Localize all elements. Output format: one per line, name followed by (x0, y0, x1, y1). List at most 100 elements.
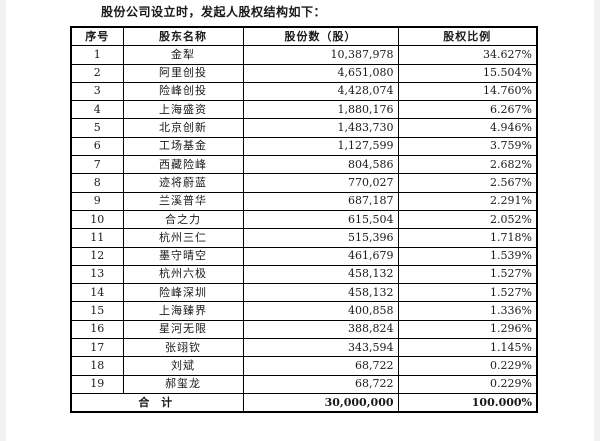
table-row: 4 上海盛资 1,880,176 6.267% (70, 100, 538, 120)
equity-ratio: 1.539% (397, 246, 538, 266)
table-row: 9 兰溪普华 687,187 2.291% (70, 191, 538, 211)
shareholder-name: 郝玺龙 (122, 374, 244, 394)
table-row: 7 西藏险峰 804,586 2.682% (70, 155, 538, 175)
equity-ratio: 1.527% (397, 264, 538, 285)
table-row: 17 张翊钦 343,594 1.145% (70, 338, 538, 358)
share-count: 68,722 (242, 356, 399, 376)
share-count: 515,396 (242, 228, 399, 248)
equity-ratio: 0.229% (397, 356, 538, 376)
table-row: 18 刘斌 68,722 0.229% (70, 356, 538, 376)
equity-ratio: 1.527% (397, 283, 538, 303)
equity-ratio: 1.718% (397, 228, 538, 248)
table-row: 1 金犁 10,387,978 34.627% (70, 45, 538, 65)
equity-ratio: 1.145% (397, 338, 538, 358)
row-index: 9 (70, 191, 124, 211)
row-index: 1 (70, 45, 124, 65)
shareholder-name: 迹将蔚蓝 (122, 173, 244, 193)
share-count: 388,824 (242, 319, 399, 340)
total-share-count: 30,000,000 (242, 392, 399, 413)
intro-text: 股份公司设立时，发起人股权结构如下： (101, 5, 327, 19)
table-row: 19 郝玺龙 68,722 0.229% (70, 374, 538, 394)
table-row: 3 险峰创投 4,428,074 14.760% (70, 81, 538, 102)
equity-ratio: 14.760% (397, 81, 538, 102)
share-count: 804,586 (242, 155, 399, 175)
row-index: 2 (70, 63, 124, 83)
table-row: 6 工场基金 1,127,599 3.759% (70, 136, 538, 157)
shareholder-name: 阿里创投 (122, 63, 244, 83)
document-page: 股份公司设立时，发起人股权结构如下： 序号 股东名称 股份数（股） 股权比例 1… (6, 0, 594, 441)
row-index: 10 (70, 209, 124, 230)
header-equity-ratio: 股权比例 (397, 26, 538, 47)
table-body: 1 金犁 10,387,978 34.627% 2 阿里创投 4,651,080 15.504… (70, 45, 538, 394)
row-index: 7 (70, 155, 124, 175)
table-row: 8 迹将蔚蓝 770,027 2.567% (70, 173, 538, 193)
share-count: 4,651,080 (242, 63, 399, 83)
row-index: 12 (70, 246, 124, 266)
row-index: 5 (70, 118, 124, 138)
share-count: 461,679 (242, 246, 399, 266)
share-count: 458,132 (242, 264, 399, 285)
total-equity-ratio: 100.000% (397, 392, 538, 413)
share-count: 1,880,176 (242, 100, 399, 120)
equity-ratio: 1.296% (397, 319, 538, 340)
shareholder-name: 险峰深圳 (122, 283, 244, 303)
shareholder-name: 合之力 (122, 209, 244, 230)
row-index: 11 (70, 228, 124, 248)
table-row: 16 星河无限 388,824 1.296% (70, 319, 538, 340)
header-index: 序号 (70, 26, 124, 47)
shareholder-name: 兰溪普华 (122, 191, 244, 211)
equity-ratio: 2.682% (397, 155, 538, 175)
row-index: 14 (70, 283, 124, 303)
equity-ratio: 2.567% (397, 173, 538, 193)
share-count: 615,504 (242, 209, 399, 230)
table-total-row: 合 计 30,000,000 100.000% (70, 392, 538, 413)
shareholder-name: 墨守晴空 (122, 246, 244, 266)
row-index: 17 (70, 338, 124, 358)
table-row: 11 杭州三仁 515,396 1.718% (70, 228, 538, 248)
equity-ratio: 6.267% (397, 100, 538, 120)
table-row: 12 墨守晴空 461,679 1.539% (70, 246, 538, 266)
share-count: 343,594 (242, 338, 399, 358)
shareholder-name: 工场基金 (122, 136, 244, 157)
table-row: 5 北京创新 1,483,730 4.946% (70, 118, 538, 138)
equity-ratio: 0.229% (397, 374, 538, 394)
equity-ratio: 2.052% (397, 209, 538, 230)
equity-ratio: 34.627% (397, 45, 538, 65)
share-count: 458,132 (242, 283, 399, 303)
shareholder-name: 杭州六极 (122, 264, 244, 285)
share-count: 770,027 (242, 173, 399, 193)
equity-ratio: 15.504% (397, 63, 538, 83)
row-index: 8 (70, 173, 124, 193)
share-count: 68,722 (242, 374, 399, 394)
shareholder-name: 杭州三仁 (122, 228, 244, 248)
share-count: 1,127,599 (242, 136, 399, 157)
row-index: 13 (70, 264, 124, 285)
table-row: 10 合之力 615,504 2.052% (70, 209, 538, 230)
row-index: 4 (70, 100, 124, 120)
shareholder-name: 金犁 (122, 45, 244, 65)
row-index: 6 (70, 136, 124, 157)
equity-ratio: 1.336% (397, 301, 538, 321)
shareholder-name: 险峰创投 (122, 81, 244, 102)
row-index: 18 (70, 356, 124, 376)
table-header-row: 序号 股东名称 股份数（股） 股权比例 (70, 26, 538, 47)
shareholder-name: 上海盛资 (122, 100, 244, 120)
share-count: 1,483,730 (242, 118, 399, 138)
row-index: 19 (70, 374, 124, 394)
share-count: 4,428,074 (242, 81, 399, 102)
row-index: 3 (70, 81, 124, 102)
table-row: 14 险峰深圳 458,132 1.527% (70, 283, 538, 303)
shareholder-name: 上海臻界 (122, 301, 244, 321)
equity-ratio: 3.759% (397, 136, 538, 157)
share-count: 687,187 (242, 191, 399, 211)
shareholder-name: 星河无限 (122, 319, 244, 340)
table-row: 13 杭州六极 458,132 1.527% (70, 264, 538, 285)
table-row: 15 上海臻界 400,858 1.336% (70, 301, 538, 321)
shareholder-name: 北京创新 (122, 118, 244, 138)
total-label: 合 计 (70, 392, 244, 413)
equity-ratio: 2.291% (397, 191, 538, 211)
header-shareholder-name: 股东名称 (122, 26, 244, 47)
equity-ratio: 4.946% (397, 118, 538, 138)
share-count: 10,387,978 (242, 45, 399, 65)
share-count: 400,858 (242, 301, 399, 321)
